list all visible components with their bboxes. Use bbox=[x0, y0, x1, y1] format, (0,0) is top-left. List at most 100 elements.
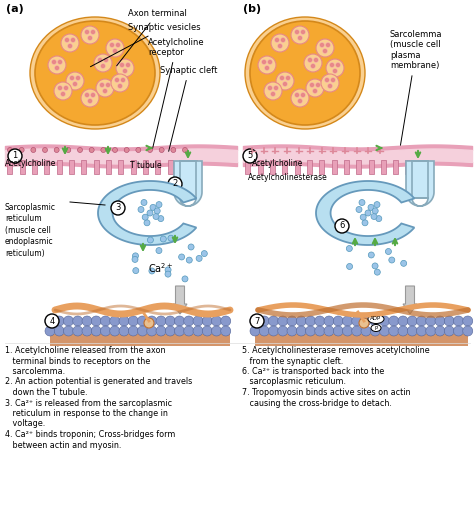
Circle shape bbox=[137, 326, 147, 336]
Circle shape bbox=[158, 215, 164, 222]
Circle shape bbox=[45, 316, 55, 326]
Circle shape bbox=[184, 326, 194, 336]
Text: 5. Acetylcholinesterase removes acetylcholine: 5. Acetylcholinesterase removes acetylch… bbox=[242, 346, 429, 355]
Circle shape bbox=[202, 326, 212, 336]
Circle shape bbox=[454, 326, 464, 336]
Circle shape bbox=[193, 326, 203, 336]
Circle shape bbox=[153, 213, 159, 220]
Circle shape bbox=[326, 42, 330, 48]
Circle shape bbox=[324, 326, 334, 336]
Circle shape bbox=[98, 57, 102, 63]
Circle shape bbox=[316, 82, 320, 88]
Circle shape bbox=[168, 235, 174, 241]
Text: 7: 7 bbox=[255, 316, 260, 325]
Circle shape bbox=[274, 37, 280, 42]
Circle shape bbox=[267, 85, 273, 91]
Circle shape bbox=[310, 82, 315, 88]
Circle shape bbox=[380, 316, 390, 326]
Text: Ca$^{2+}$: Ca$^{2+}$ bbox=[148, 261, 173, 275]
Circle shape bbox=[179, 254, 184, 260]
Polygon shape bbox=[98, 181, 196, 245]
Text: 4: 4 bbox=[49, 316, 55, 325]
Circle shape bbox=[64, 85, 69, 91]
Bar bbox=[82, 160, 86, 174]
Circle shape bbox=[61, 92, 65, 96]
Circle shape bbox=[64, 326, 73, 336]
Circle shape bbox=[335, 219, 349, 233]
Circle shape bbox=[8, 149, 22, 163]
Circle shape bbox=[332, 68, 337, 74]
Circle shape bbox=[306, 326, 316, 336]
Circle shape bbox=[389, 316, 399, 326]
Circle shape bbox=[298, 98, 302, 104]
Circle shape bbox=[156, 326, 166, 336]
Text: sarcoplasmic reticulum.: sarcoplasmic reticulum. bbox=[242, 378, 346, 386]
Circle shape bbox=[346, 246, 352, 252]
Circle shape bbox=[160, 236, 166, 242]
Circle shape bbox=[132, 253, 138, 259]
Circle shape bbox=[407, 316, 417, 326]
FancyArrow shape bbox=[403, 286, 417, 314]
Circle shape bbox=[301, 93, 306, 97]
Circle shape bbox=[281, 37, 285, 42]
Circle shape bbox=[112, 49, 118, 53]
Bar bbox=[295, 160, 300, 174]
Circle shape bbox=[321, 74, 339, 92]
Circle shape bbox=[250, 326, 260, 336]
Circle shape bbox=[287, 316, 297, 326]
Circle shape bbox=[444, 326, 454, 336]
Text: Sarcoplasmic
reticulum
(muscle cell
endoplasmic
reticulum): Sarcoplasmic reticulum (muscle cell endo… bbox=[5, 203, 56, 258]
Circle shape bbox=[356, 207, 362, 212]
Bar bbox=[69, 160, 74, 174]
Circle shape bbox=[326, 59, 344, 77]
Circle shape bbox=[368, 205, 374, 210]
Circle shape bbox=[193, 316, 203, 326]
Bar bbox=[283, 160, 287, 174]
Bar bbox=[57, 160, 62, 174]
Circle shape bbox=[147, 326, 157, 336]
Circle shape bbox=[352, 316, 362, 326]
Circle shape bbox=[133, 268, 139, 274]
Circle shape bbox=[54, 316, 64, 326]
Circle shape bbox=[315, 326, 325, 336]
Circle shape bbox=[126, 63, 130, 67]
Circle shape bbox=[463, 316, 473, 326]
Bar bbox=[405, 160, 410, 174]
Text: 2: 2 bbox=[173, 180, 178, 189]
Circle shape bbox=[221, 326, 231, 336]
Circle shape bbox=[359, 199, 365, 206]
Circle shape bbox=[102, 89, 108, 94]
Circle shape bbox=[372, 208, 378, 214]
Circle shape bbox=[109, 42, 115, 48]
Text: 3: 3 bbox=[115, 204, 121, 212]
Circle shape bbox=[165, 316, 175, 326]
Bar bbox=[307, 160, 312, 174]
Bar bbox=[369, 160, 374, 174]
Bar bbox=[168, 160, 173, 174]
Circle shape bbox=[100, 64, 106, 68]
Circle shape bbox=[184, 316, 194, 326]
Text: 6. Ca²⁺ is transported back into the: 6. Ca²⁺ is transported back into the bbox=[242, 367, 384, 376]
Bar bbox=[192, 160, 198, 174]
Circle shape bbox=[19, 148, 24, 152]
Circle shape bbox=[82, 326, 92, 336]
Text: Synaptic vesicles: Synaptic vesicles bbox=[91, 23, 201, 67]
Circle shape bbox=[165, 326, 175, 336]
Circle shape bbox=[147, 148, 153, 152]
Circle shape bbox=[444, 316, 454, 326]
Ellipse shape bbox=[371, 324, 381, 332]
Circle shape bbox=[61, 34, 79, 52]
Circle shape bbox=[312, 89, 318, 94]
Circle shape bbox=[106, 82, 110, 88]
Bar bbox=[106, 160, 111, 174]
Bar bbox=[45, 160, 49, 174]
Circle shape bbox=[43, 148, 47, 152]
Circle shape bbox=[138, 207, 144, 212]
Circle shape bbox=[268, 326, 279, 336]
Ellipse shape bbox=[30, 17, 160, 129]
Circle shape bbox=[111, 74, 129, 92]
Circle shape bbox=[144, 220, 150, 226]
Circle shape bbox=[202, 316, 212, 326]
Circle shape bbox=[211, 326, 221, 336]
Circle shape bbox=[119, 316, 129, 326]
